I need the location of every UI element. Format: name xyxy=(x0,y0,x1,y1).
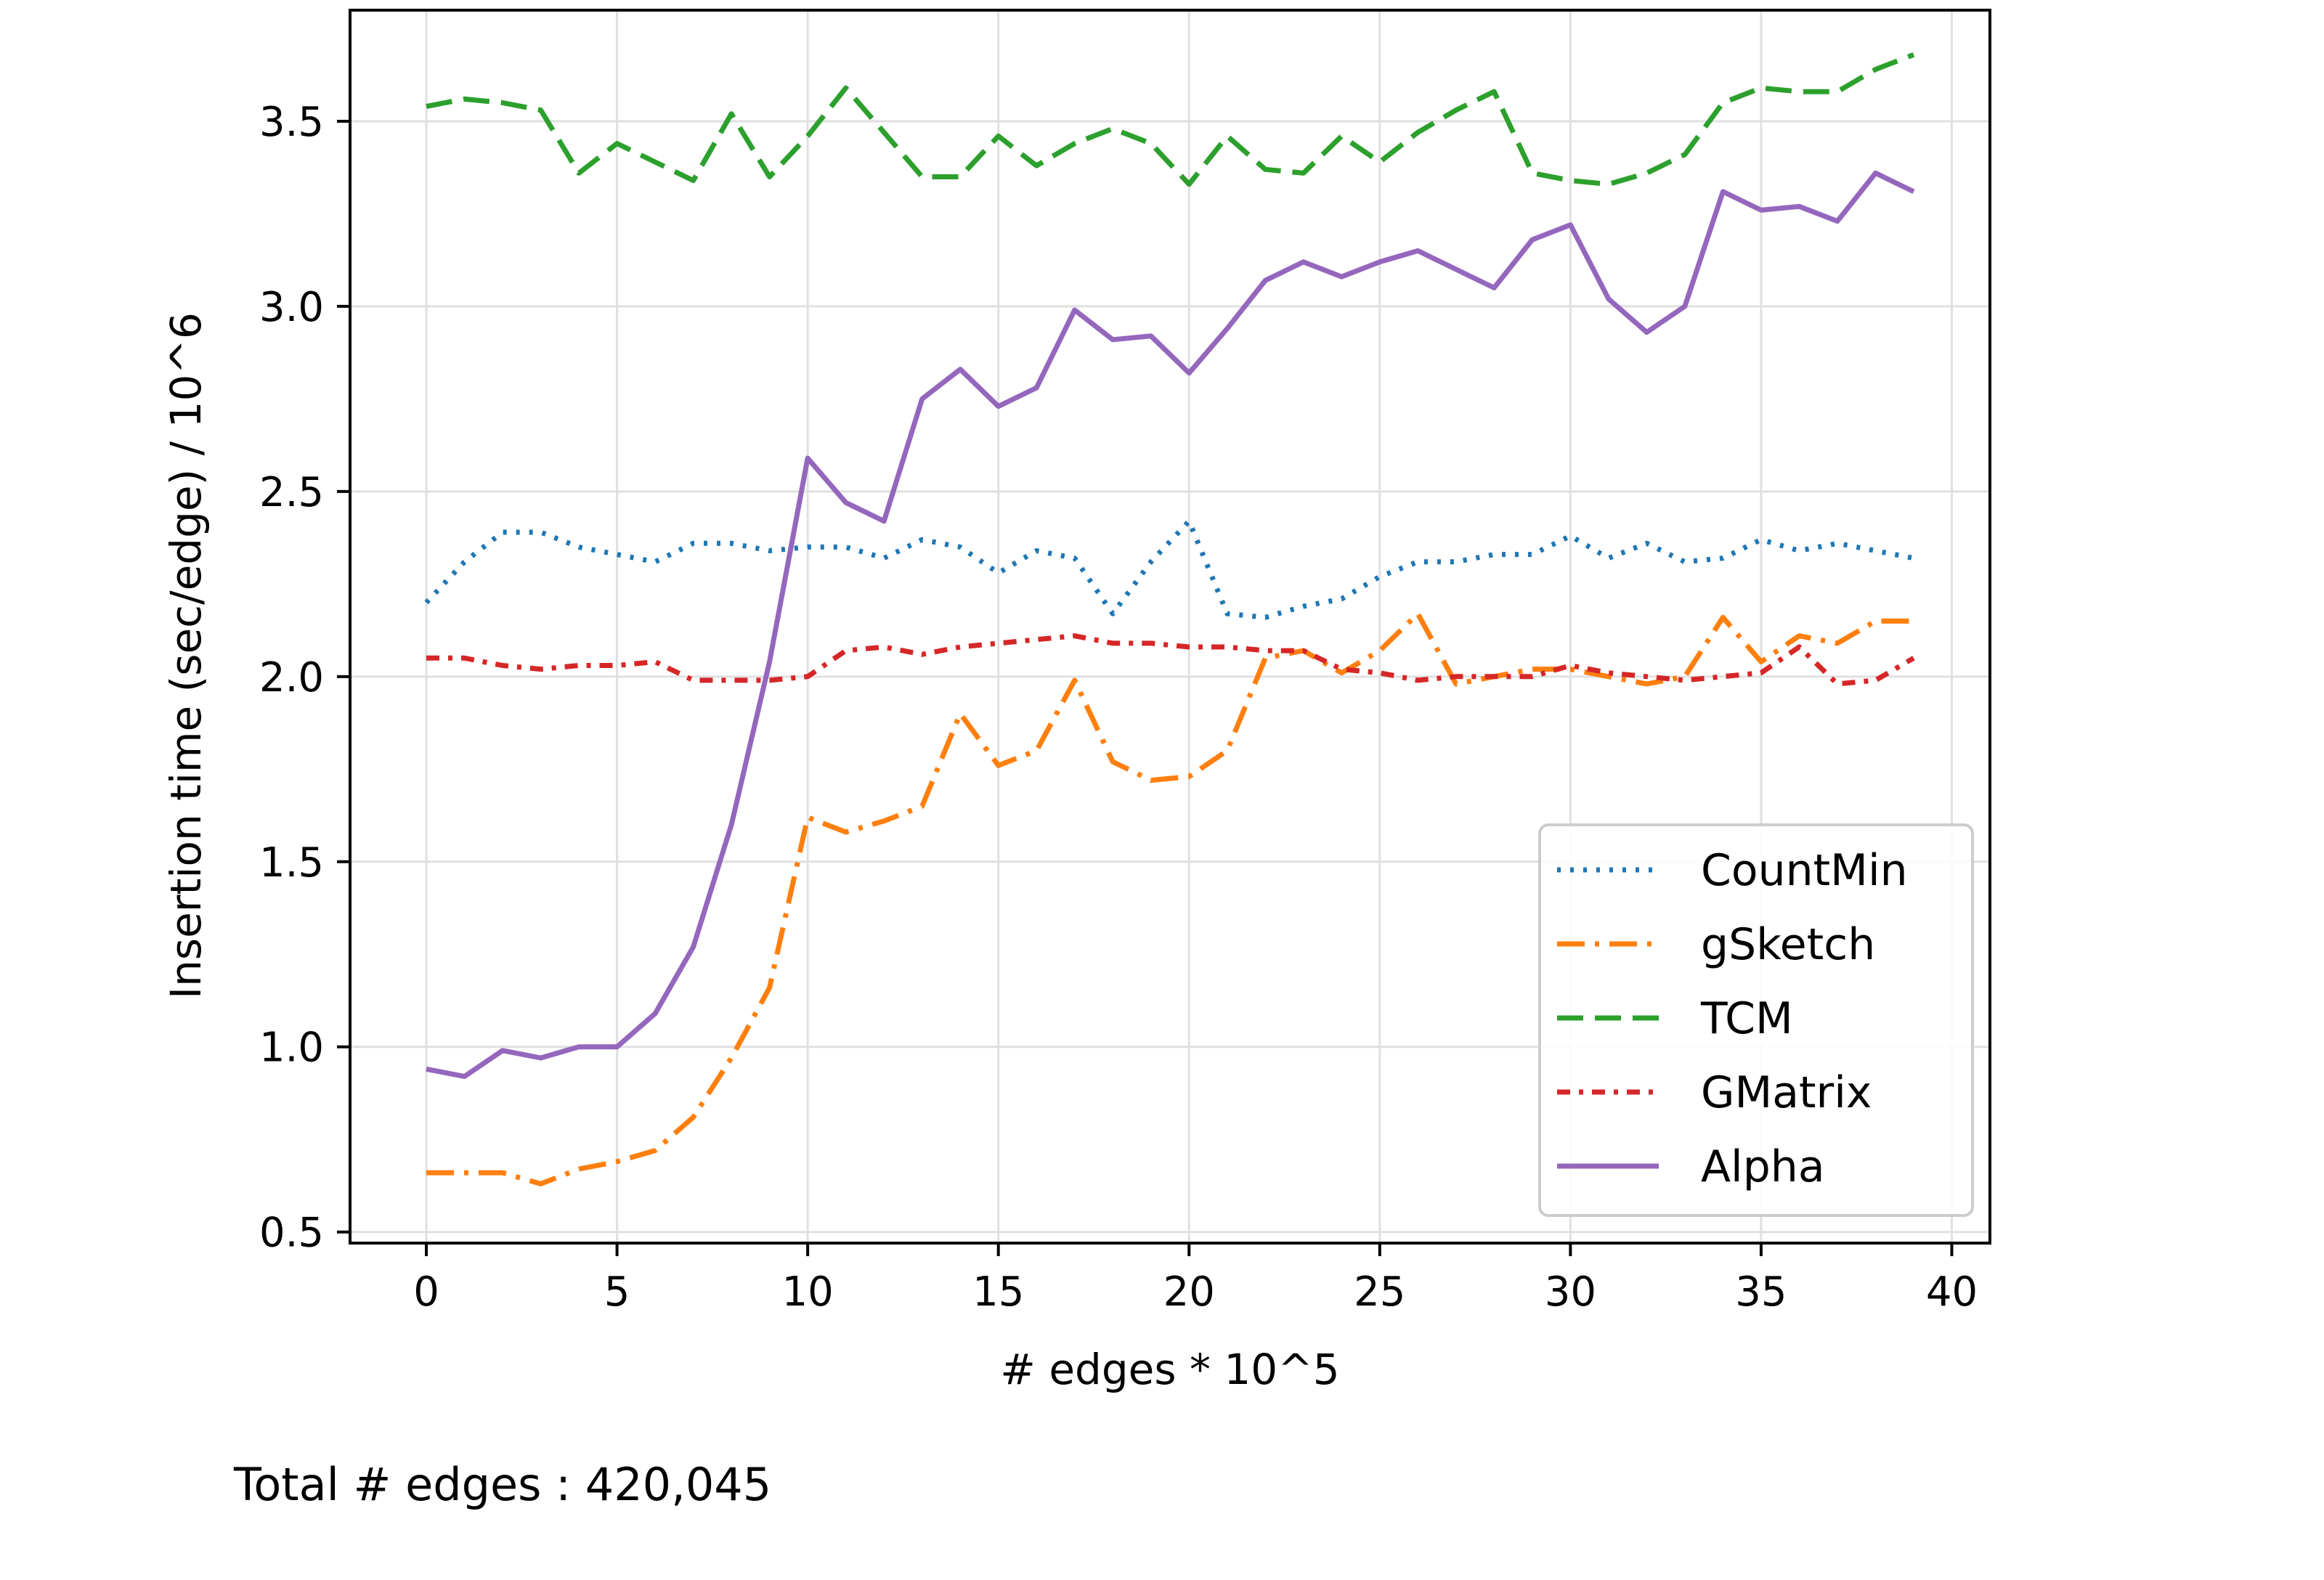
legend: CountMin gSketch TCM GMatrix Alpha xyxy=(1538,823,1974,1217)
y-tick-label: 2.5 xyxy=(259,469,324,516)
x-tick-label: 10 xyxy=(782,1269,834,1316)
x-tick-label: 30 xyxy=(1545,1269,1596,1316)
x-tick-label: 20 xyxy=(1163,1269,1215,1316)
x-tick-label: 25 xyxy=(1354,1269,1405,1316)
legend-label: Alpha xyxy=(1701,1141,1825,1192)
x-tick-label: 35 xyxy=(1735,1269,1787,1316)
series-lines xyxy=(424,52,1915,1186)
plot-frame xyxy=(349,9,1991,1245)
x-tick-label: 40 xyxy=(1926,1269,1978,1316)
x-tick-label: 5 xyxy=(604,1269,630,1316)
y-tick-label: 3.0 xyxy=(259,284,324,331)
series-line-tcm xyxy=(426,52,1915,187)
series-line-gsketch xyxy=(426,611,1914,1186)
x-axis-label: # edges * 10^5 xyxy=(1000,1345,1339,1394)
series-line-countmin xyxy=(424,518,1914,620)
y-tick-label: 0.5 xyxy=(259,1210,324,1257)
legend-label: TCM xyxy=(1700,993,1793,1044)
total-edges-note: Total # edges : 420,045 xyxy=(234,1458,772,1511)
y-tick-label: 3.5 xyxy=(259,99,324,146)
legend-label: GMatrix xyxy=(1701,1067,1872,1118)
x-axis-ticks: 0 5 10 15 20 25 30 35 40 xyxy=(413,1243,1978,1316)
x-tick-label: 0 xyxy=(413,1269,439,1316)
series-line-gmatrix xyxy=(426,633,1915,687)
y-axis-label: Insertion time (sec/edge) / 10^6 xyxy=(161,312,211,999)
legend-label: gSketch xyxy=(1701,919,1875,970)
y-tick-label: 1.5 xyxy=(259,839,324,887)
y-axis-ticks: 0.5 1.0 1.5 2.0 2.5 3.0 3.5 xyxy=(259,99,350,1257)
x-tick-label: 15 xyxy=(972,1269,1024,1316)
series-line-alpha xyxy=(426,170,1915,1079)
legend-box xyxy=(1538,823,1974,1217)
y-tick-label: 1.0 xyxy=(259,1025,324,1072)
legend-label: CountMin xyxy=(1701,845,1908,896)
y-tick-label: 2.0 xyxy=(259,654,324,701)
